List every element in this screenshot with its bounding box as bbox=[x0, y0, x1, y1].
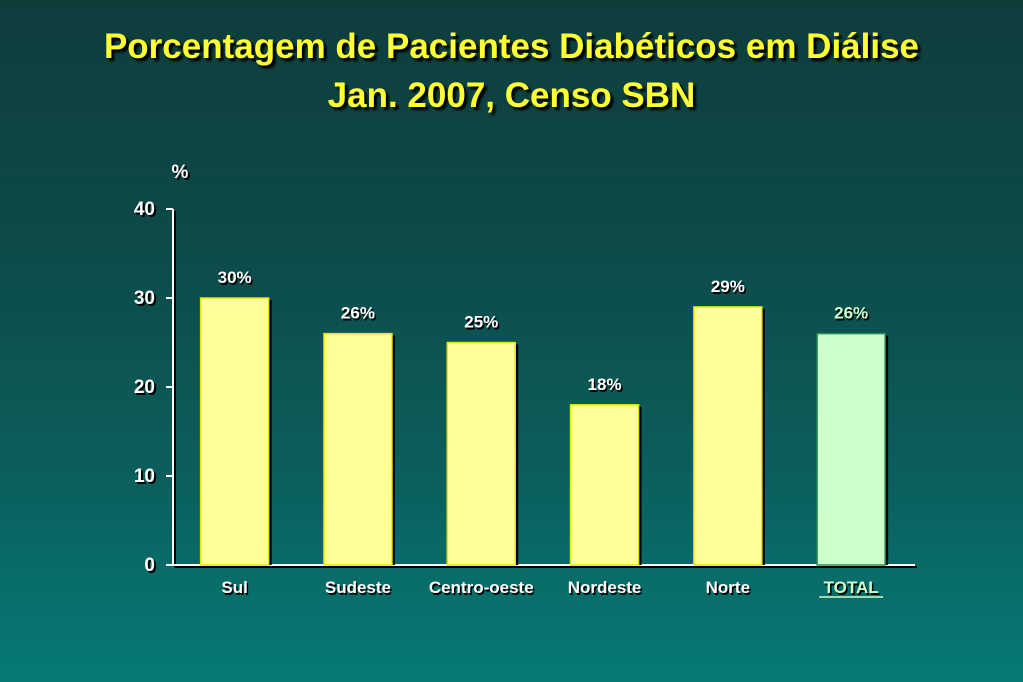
chart-subtitle: Jan. 2007, Censo SBN bbox=[327, 76, 696, 115]
y-axis-unit-shadow: % bbox=[174, 164, 191, 185]
bar-value-label-shadow: 30% bbox=[219, 270, 253, 289]
category-label-sul: Sul bbox=[221, 578, 247, 597]
bar-value-label: 18% bbox=[588, 375, 622, 394]
category-label-shadow: Sudeste bbox=[326, 580, 392, 599]
category-label-shadow: TOTAL bbox=[825, 580, 880, 599]
y-tick-label: 20 bbox=[134, 377, 155, 398]
category-label-shadow: Centro-oeste bbox=[430, 580, 535, 599]
bar-total bbox=[816, 332, 886, 566]
y-tick-label-shadow: 40 bbox=[136, 201, 157, 222]
category-label-shadow: Sul bbox=[223, 580, 249, 599]
bar-value-label-shadow: 18% bbox=[589, 377, 623, 396]
y-tick-label-shadow: 20 bbox=[136, 379, 157, 400]
y-tick-label: 40 bbox=[134, 199, 155, 220]
bar-nordeste bbox=[569, 404, 640, 566]
y-tick-label: 0 bbox=[144, 555, 155, 576]
category-label-norte: Norte bbox=[706, 578, 750, 597]
category-label-centro-oeste: Centro-oeste bbox=[429, 578, 534, 597]
category-label-total: TOTAL bbox=[824, 578, 879, 597]
category-label-shadow: Nordeste bbox=[569, 580, 643, 599]
bar-value-label: 25% bbox=[464, 313, 498, 332]
bar-value-label-shadow: 25% bbox=[466, 315, 500, 334]
y-tick-label: 30 bbox=[134, 288, 155, 309]
bar-value-label: 26% bbox=[834, 304, 868, 323]
bar-centro-oeste bbox=[446, 341, 516, 566]
bar-sudeste bbox=[323, 332, 393, 566]
category-label-nordeste: Nordeste bbox=[568, 578, 642, 597]
bar-value-label: 29% bbox=[711, 277, 745, 296]
y-tick-label: 10 bbox=[134, 466, 155, 487]
chart-title: Porcentagem de Pacientes Diabéticos em D… bbox=[103, 27, 920, 66]
bar-value-label-shadow: 29% bbox=[712, 279, 746, 298]
bar-value-label: 26% bbox=[341, 304, 375, 323]
bar-sul bbox=[199, 297, 270, 566]
category-label-sudeste: Sudeste bbox=[325, 578, 391, 597]
bar-value-label-shadow: 26% bbox=[342, 306, 376, 325]
bar-value-label-shadow: 26% bbox=[836, 306, 870, 325]
y-axis-unit-label: % bbox=[172, 162, 189, 183]
y-tick-label-shadow: 30 bbox=[136, 290, 157, 311]
y-tick-label-shadow: 10 bbox=[136, 468, 157, 489]
category-label-shadow: Norte bbox=[707, 580, 751, 599]
y-tick-label-shadow: 0 bbox=[146, 557, 157, 578]
bar-value-label: 30% bbox=[218, 268, 252, 287]
bar-norte bbox=[693, 306, 763, 566]
